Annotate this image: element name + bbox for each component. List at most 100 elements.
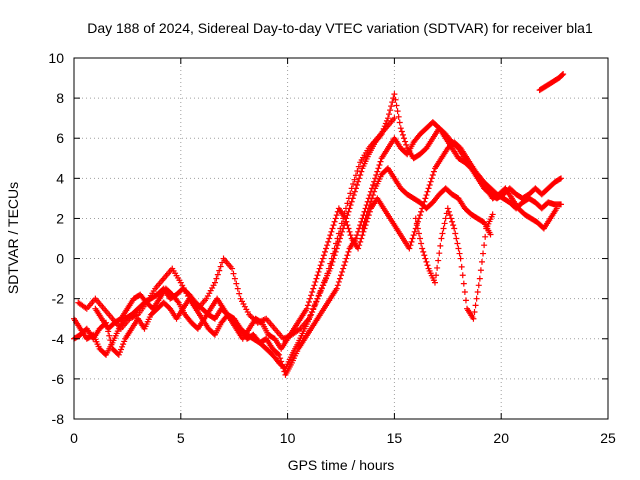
x-tick-label: 25: [600, 430, 616, 446]
data-point: [399, 131, 406, 138]
data-point: [311, 302, 318, 309]
data-point: [335, 230, 342, 237]
y-tick-label: 10: [48, 50, 64, 66]
data-point: [230, 270, 237, 277]
data-point: [414, 225, 421, 232]
data-point: [367, 198, 374, 205]
data-point: [341, 210, 348, 217]
data-point: [325, 238, 332, 245]
data-point: [234, 285, 241, 292]
data-point: [324, 242, 331, 249]
data-point: [328, 255, 335, 262]
data-point: [339, 228, 346, 235]
data-point: [332, 215, 339, 222]
data-point: [309, 288, 316, 295]
x-tick-label: 20: [493, 430, 509, 446]
data-point: [362, 215, 369, 222]
data-point: [430, 168, 437, 175]
data-point: [326, 235, 333, 242]
data-point: [365, 205, 372, 212]
data-point: [310, 285, 317, 292]
data-point: [360, 228, 367, 235]
data-point: [356, 175, 363, 182]
x-tick-label: 5: [177, 430, 185, 446]
data-point: [364, 208, 371, 215]
data-point: [462, 297, 469, 304]
data-point: [321, 278, 328, 285]
data-point: [321, 248, 328, 255]
data-point: [121, 338, 128, 345]
data-point: [216, 267, 223, 274]
data-point: [359, 232, 366, 239]
data-point: [354, 182, 361, 189]
data-point: [396, 119, 403, 126]
data-point: [449, 218, 456, 225]
data-point: [397, 125, 404, 132]
data-point: [345, 248, 352, 255]
data-point: [418, 208, 425, 215]
data-point: [350, 192, 357, 199]
data-point: [174, 298, 181, 305]
data-point: [307, 312, 314, 319]
data-point: [344, 200, 351, 207]
data-point: [560, 71, 567, 78]
data-point: [371, 188, 378, 195]
data-point: [236, 290, 243, 297]
data-point: [347, 202, 354, 209]
data-point: [482, 233, 489, 240]
x-tick-label: 15: [387, 430, 403, 446]
data-point: [107, 337, 114, 344]
data-point: [472, 302, 479, 309]
data-point: [305, 299, 312, 306]
axis-ticks: [73, 57, 609, 420]
data-point: [392, 96, 399, 103]
data-point: [355, 178, 362, 185]
data-point: [359, 225, 366, 232]
data-point: [559, 71, 566, 78]
y-tick-label: -8: [52, 411, 65, 427]
data-point: [320, 252, 327, 259]
data-point: [327, 260, 334, 267]
data-point: [455, 245, 462, 252]
data-point: [323, 275, 330, 282]
data-point: [417, 212, 424, 219]
data-point: [446, 212, 453, 219]
data-point: [445, 208, 452, 215]
data-point: [391, 115, 398, 122]
data-point: [308, 309, 315, 316]
data-point: [345, 195, 352, 202]
data-point: [318, 285, 325, 292]
data-point: [398, 128, 405, 135]
data-point: [344, 252, 351, 259]
data-point: [409, 235, 416, 242]
data-point: [116, 349, 123, 356]
data-point: [327, 232, 334, 239]
data-point: [434, 264, 441, 271]
data-point: [436, 250, 443, 257]
data-point: [338, 220, 345, 227]
data-point: [333, 285, 340, 292]
data-point: [354, 232, 361, 239]
data-point: [401, 135, 408, 142]
data-point: [347, 232, 354, 239]
data-point: [427, 178, 434, 185]
data-point: [213, 275, 220, 282]
data-point: [368, 195, 375, 202]
data-point: [115, 351, 122, 358]
data-point: [376, 161, 383, 168]
data-point: [120, 341, 127, 348]
data-point: [333, 212, 340, 219]
data-point: [354, 167, 361, 174]
series-track-f: [359, 165, 494, 238]
data-point: [487, 231, 494, 238]
data-point: [214, 271, 221, 278]
data-point: [314, 272, 321, 279]
data-point: [387, 107, 394, 114]
y-tick-label: 0: [56, 251, 64, 267]
data-point: [553, 205, 560, 212]
data-point: [277, 355, 284, 362]
y-tick-label: -2: [52, 291, 65, 307]
data-point: [476, 275, 483, 282]
data-point: [413, 220, 420, 227]
